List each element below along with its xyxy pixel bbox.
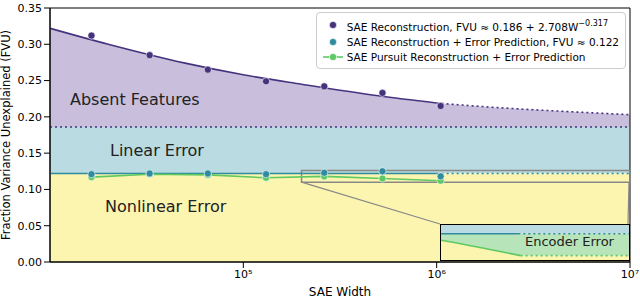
svg-text:0.15: 0.15 bbox=[18, 147, 43, 160]
svg-text:0.30: 0.30 bbox=[18, 38, 43, 51]
html-text:Absent Features: Absent Features bbox=[70, 90, 200, 109]
html-text:SAE Reconstruction, FVU ≈ 0.18: SAE Reconstruction, FVU ≈ 0.186 + 2.708W… bbox=[346, 19, 608, 33]
html-text:SAE Pursuit Reconstruction + E: SAE Pursuit Reconstruction + Error Predi… bbox=[346, 50, 586, 63]
html-text:Encoder Error: Encoder Error bbox=[525, 234, 614, 249]
svg-text:10⁶: 10⁶ bbox=[427, 268, 446, 281]
svg-text:Fraction Variance Unexplained: Fraction Variance Unexplained (FVU) bbox=[8, 30, 13, 240]
svg-text:0.20: 0.20 bbox=[18, 111, 43, 124]
svg-text:10⁷: 10⁷ bbox=[621, 268, 632, 281]
html-text:SAE Reconstruction + Error Pre: SAE Reconstruction + Error Prediction, F… bbox=[346, 35, 619, 48]
svg-text:10⁵: 10⁵ bbox=[234, 268, 252, 281]
svg-text:0.10: 0.10 bbox=[18, 183, 43, 196]
svg-text:0.25: 0.25 bbox=[18, 74, 43, 87]
svg-text:0.00: 0.00 bbox=[18, 256, 43, 269]
svg-text:SAE Width: SAE Width bbox=[309, 285, 371, 298]
html-text:Linear Error: Linear Error bbox=[110, 141, 204, 160]
svg-text:0.35: 0.35 bbox=[18, 2, 43, 15]
html-text:Nonlinear Error: Nonlinear Error bbox=[105, 197, 227, 216]
svg-text:0.05: 0.05 bbox=[18, 220, 43, 233]
